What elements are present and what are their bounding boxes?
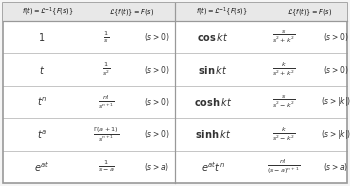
Text: $f(t)=\mathcal{L}^{-1}\{F(s)\}$: $f(t)=\mathcal{L}^{-1}\{F(s)\}$ <box>22 6 74 18</box>
Text: $\frac{n!}{(s-a)^{n+1}}$: $\frac{n!}{(s-a)^{n+1}}$ <box>267 157 301 176</box>
Text: $\mathbf{sinh}\,kt$: $\mathbf{sinh}\,kt$ <box>195 128 231 140</box>
Text: $\mathcal{L}\{f(t)\}=F(s)$: $\mathcal{L}\{f(t)\}=F(s)$ <box>110 6 155 18</box>
Text: $(s>0)$: $(s>0)$ <box>323 64 349 76</box>
Bar <box>175 3 347 21</box>
Text: $\frac{1}{s^2}$: $\frac{1}{s^2}$ <box>102 61 110 78</box>
Text: $\frac{k}{s^2-k^2}$: $\frac{k}{s^2-k^2}$ <box>272 126 296 143</box>
Text: $\frac{1}{s}$: $\frac{1}{s}$ <box>103 30 109 45</box>
Text: $\mathbf{sin}\,kt$: $\mathbf{sin}\,kt$ <box>198 64 228 76</box>
Text: $\frac{\Gamma(a+1)}{s^{n+1}}$: $\frac{\Gamma(a+1)}{s^{n+1}}$ <box>93 125 119 144</box>
Text: $\mathbf{cos}\,kt$: $\mathbf{cos}\,kt$ <box>197 31 229 43</box>
Text: $(s>0)$: $(s>0)$ <box>144 96 170 108</box>
Text: $(s>a)$: $(s>a)$ <box>144 161 170 173</box>
Text: $\frac{s}{s^2+k^2}$: $\frac{s}{s^2+k^2}$ <box>272 29 296 45</box>
Text: $t^a$: $t^a$ <box>37 128 47 141</box>
Text: $\frac{k}{s^2+k^2}$: $\frac{k}{s^2+k^2}$ <box>272 61 296 78</box>
Text: $f(t)=\mathcal{L}^{-1}\{F(s)\}$: $f(t)=\mathcal{L}^{-1}\{F(s)\}$ <box>196 6 248 18</box>
Text: $(s>|k|)$: $(s>|k|)$ <box>321 128 350 141</box>
Text: $e^{at}t^n$: $e^{at}t^n$ <box>201 160 225 174</box>
Text: $t^n$: $t^n$ <box>37 96 47 108</box>
Text: $\frac{n!}{s^{n+1}}$: $\frac{n!}{s^{n+1}}$ <box>98 93 114 111</box>
Text: $\frac{1}{s-a}$: $\frac{1}{s-a}$ <box>98 159 114 174</box>
Text: $(s>0)$: $(s>0)$ <box>323 31 349 43</box>
Text: $\mathcal{L}\{f(t)\}=F(s)$: $\mathcal{L}\{f(t)\}=F(s)$ <box>287 6 332 18</box>
Text: $\mathbf{cosh}\,kt$: $\mathbf{cosh}\,kt$ <box>194 96 232 108</box>
Text: $\frac{s}{s^2-k^2}$: $\frac{s}{s^2-k^2}$ <box>272 94 296 110</box>
Text: $(s>0)$: $(s>0)$ <box>144 128 170 140</box>
Bar <box>3 3 175 21</box>
Text: $1$: $1$ <box>38 31 46 43</box>
Text: $e^{at}$: $e^{at}$ <box>34 160 50 174</box>
Text: $(s>a)$: $(s>a)$ <box>323 161 349 173</box>
Text: $t$: $t$ <box>39 64 45 76</box>
Text: $(s>|k|)$: $(s>|k|)$ <box>321 95 350 108</box>
Text: $(s>0)$: $(s>0)$ <box>144 31 170 43</box>
Text: $(s>0)$: $(s>0)$ <box>144 64 170 76</box>
